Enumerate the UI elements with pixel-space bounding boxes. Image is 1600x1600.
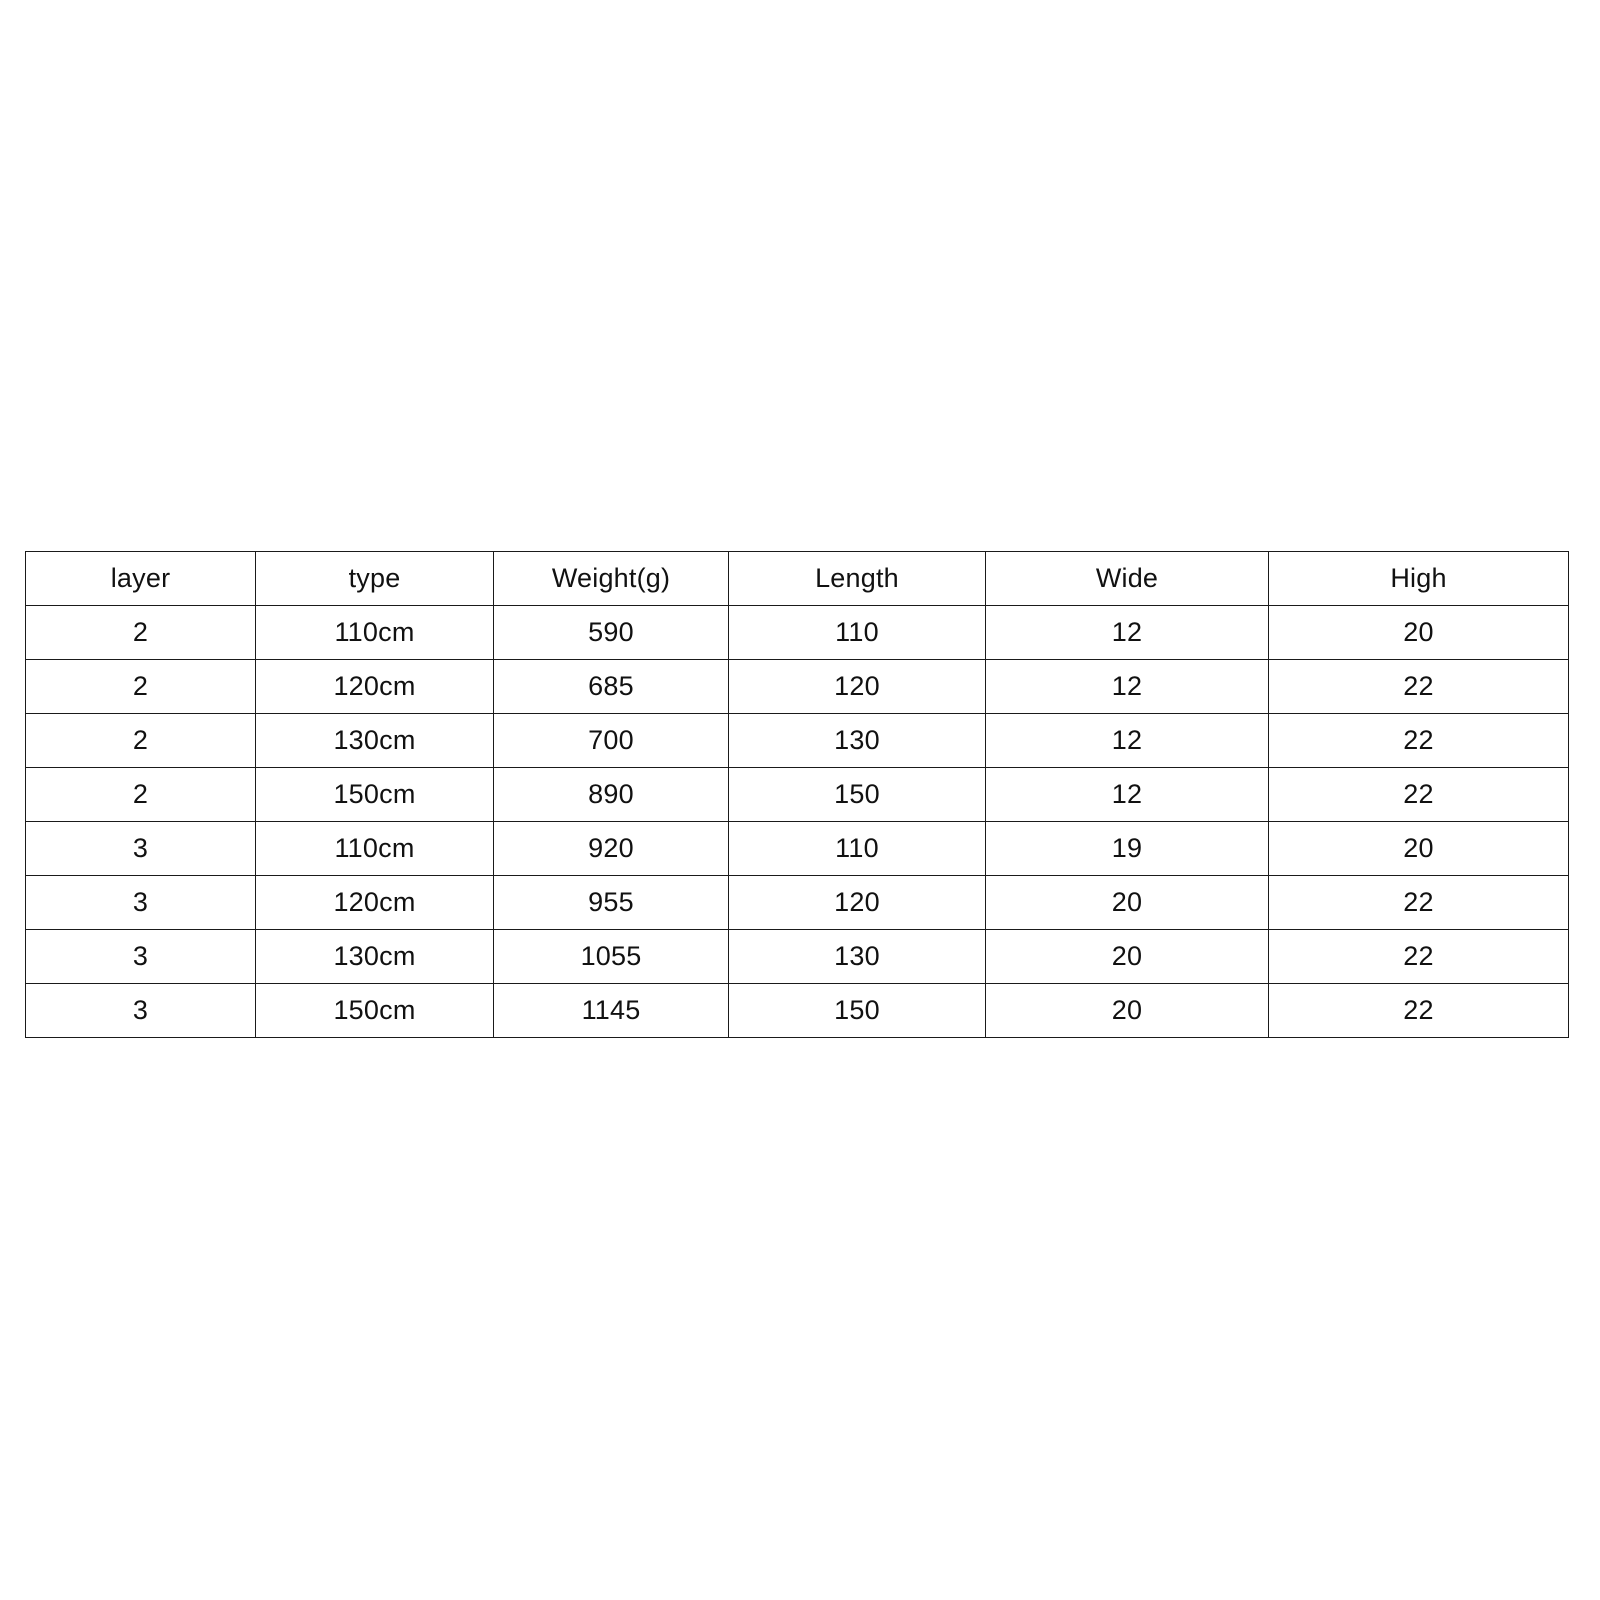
table-row: 2 150cm 890 150 12 22: [25, 767, 1569, 822]
cell-high: 20: [1268, 821, 1569, 876]
cell-weight: 1145: [493, 983, 729, 1038]
product-specification-table: layer type Weight(g) Length Wide High 2 …: [25, 551, 1569, 1038]
table-body: 2 110cm 590 110 12 20 2 120cm 685 120 12…: [25, 605, 1569, 1038]
cell-type: 120cm: [255, 659, 494, 714]
cell-wide: 19: [985, 821, 1269, 876]
cell-type: 110cm: [255, 821, 494, 876]
cell-length: 120: [728, 659, 986, 714]
column-header-wide: Wide: [985, 551, 1269, 606]
cell-type: 130cm: [255, 929, 494, 984]
cell-layer: 2: [25, 659, 256, 714]
cell-wide: 12: [985, 659, 1269, 714]
cell-layer: 2: [25, 767, 256, 822]
cell-wide: 12: [985, 767, 1269, 822]
cell-type: 130cm: [255, 713, 494, 768]
cell-type: 120cm: [255, 875, 494, 930]
cell-high: 22: [1268, 875, 1569, 930]
cell-wide: 12: [985, 605, 1269, 660]
table-row: 2 110cm 590 110 12 20: [25, 605, 1569, 660]
cell-weight: 920: [493, 821, 729, 876]
cell-type: 110cm: [255, 605, 494, 660]
cell-high: 20: [1268, 605, 1569, 660]
cell-weight: 1055: [493, 929, 729, 984]
table-header: layer type Weight(g) Length Wide High: [25, 551, 1569, 606]
cell-layer: 3: [25, 929, 256, 984]
cell-layer: 3: [25, 821, 256, 876]
cell-length: 130: [728, 929, 986, 984]
cell-wide: 20: [985, 875, 1269, 930]
cell-layer: 3: [25, 875, 256, 930]
cell-high: 22: [1268, 767, 1569, 822]
column-header-type: type: [255, 551, 494, 606]
cell-weight: 685: [493, 659, 729, 714]
cell-layer: 2: [25, 713, 256, 768]
column-header-weight: Weight(g): [493, 551, 729, 606]
column-header-length: Length: [728, 551, 986, 606]
column-header-layer: layer: [25, 551, 256, 606]
table-row: 2 120cm 685 120 12 22: [25, 659, 1569, 714]
table-row: 3 130cm 1055 130 20 22: [25, 929, 1569, 984]
cell-weight: 890: [493, 767, 729, 822]
cell-weight: 700: [493, 713, 729, 768]
cell-layer: 2: [25, 605, 256, 660]
cell-wide: 20: [985, 983, 1269, 1038]
cell-weight: 955: [493, 875, 729, 930]
cell-type: 150cm: [255, 983, 494, 1038]
cell-length: 120: [728, 875, 986, 930]
cell-length: 110: [728, 821, 986, 876]
table-row: 2 130cm 700 130 12 22: [25, 713, 1569, 768]
cell-high: 22: [1268, 659, 1569, 714]
cell-weight: 590: [493, 605, 729, 660]
cell-wide: 12: [985, 713, 1269, 768]
table-row: 3 120cm 955 120 20 22: [25, 875, 1569, 930]
cell-high: 22: [1268, 983, 1569, 1038]
cell-length: 110: [728, 605, 986, 660]
cell-layer: 3: [25, 983, 256, 1038]
cell-high: 22: [1268, 713, 1569, 768]
cell-length: 150: [728, 983, 986, 1038]
table-row: 3 110cm 920 110 19 20: [25, 821, 1569, 876]
cell-wide: 20: [985, 929, 1269, 984]
cell-length: 130: [728, 713, 986, 768]
table-row: 3 150cm 1145 150 20 22: [25, 983, 1569, 1038]
cell-type: 150cm: [255, 767, 494, 822]
cell-high: 22: [1268, 929, 1569, 984]
cell-length: 150: [728, 767, 986, 822]
column-header-high: High: [1268, 551, 1569, 606]
table-header-row: layer type Weight(g) Length Wide High: [25, 551, 1569, 606]
